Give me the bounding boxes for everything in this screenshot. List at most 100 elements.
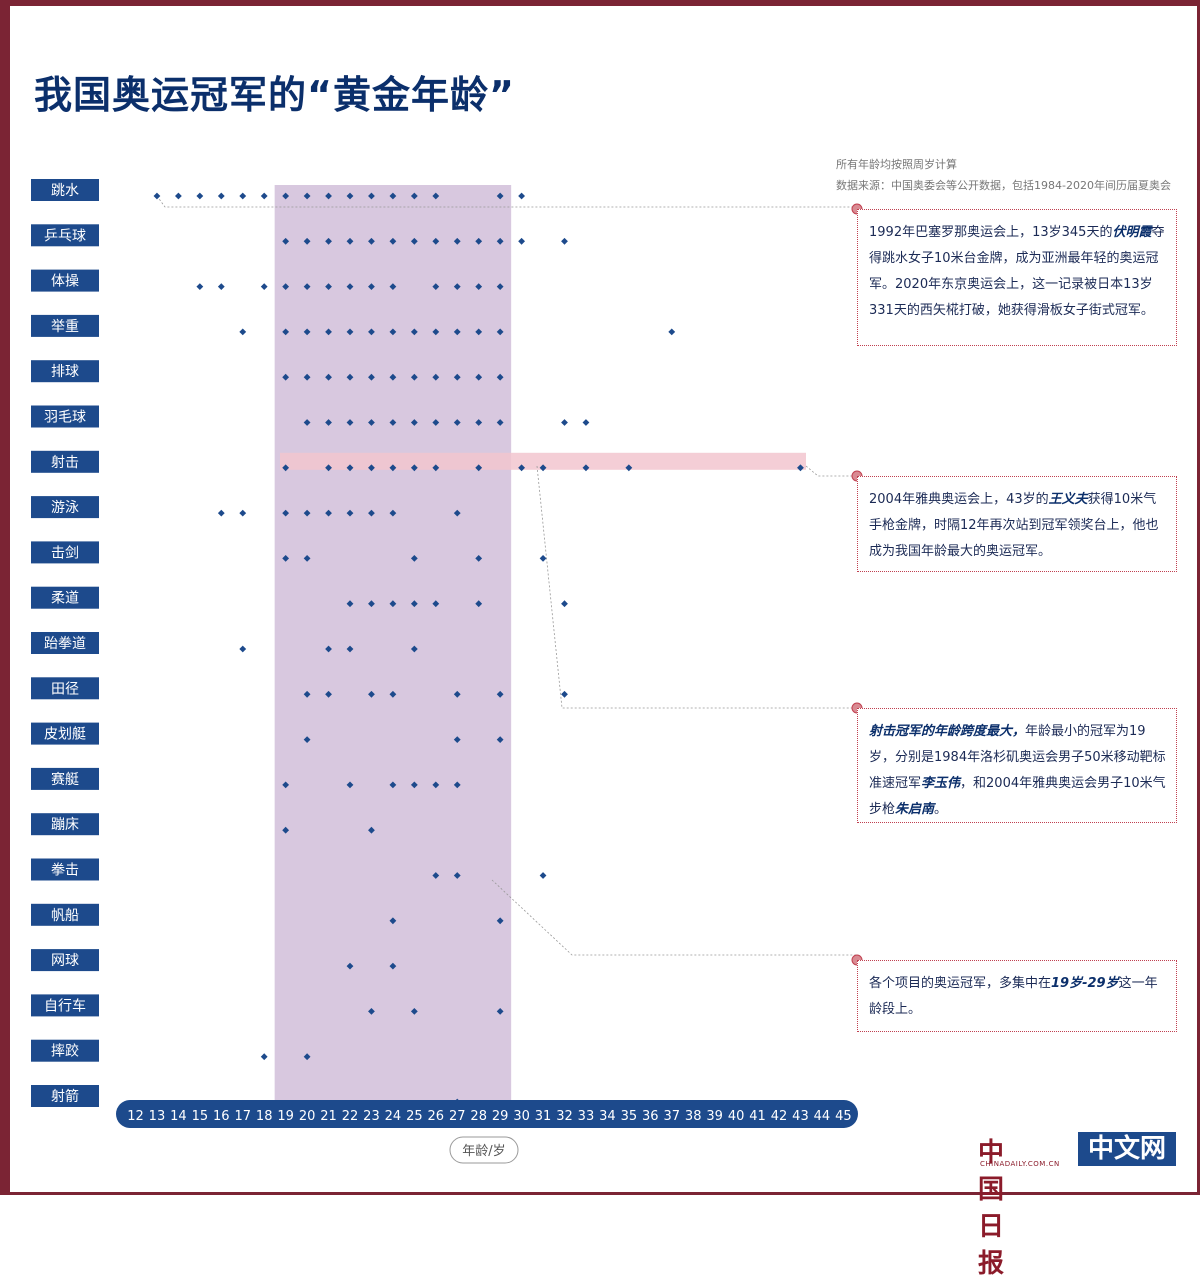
x-tick-label: 20 — [299, 1109, 316, 1124]
data-point — [389, 781, 397, 789]
data-point — [325, 645, 332, 653]
data-point — [303, 328, 311, 336]
data-point — [475, 373, 483, 381]
frame-bottom — [0, 1192, 1200, 1195]
data-point — [368, 373, 375, 381]
data-point — [453, 736, 461, 743]
category-label-bg — [31, 269, 99, 292]
category-label: 射击 — [51, 455, 79, 471]
x-tick-label: 14 — [170, 1109, 187, 1124]
category-label: 田径 — [51, 681, 79, 697]
x-tick-label: 15 — [192, 1109, 209, 1124]
category-label: 赛艇 — [51, 772, 79, 788]
data-point — [475, 600, 483, 608]
data-point — [453, 328, 461, 336]
x-tick-label: 29 — [492, 1109, 509, 1124]
annotation-golden-age-range: 各个项目的奥运冠军，多集中在19岁-29岁这一年龄段上。 — [857, 960, 1177, 1032]
golden-age-band — [274, 185, 512, 1100]
data-point — [518, 192, 525, 200]
data-point — [410, 464, 418, 472]
data-point — [561, 600, 568, 608]
data-point — [410, 555, 418, 562]
data-point — [389, 283, 397, 290]
data-point — [668, 328, 676, 336]
category-label-bg — [31, 496, 99, 519]
data-point — [303, 237, 311, 245]
data-point — [282, 555, 290, 562]
category-label: 排球 — [51, 364, 79, 380]
data-point — [368, 328, 375, 336]
data-point — [432, 373, 440, 381]
category-label-bg — [31, 767, 99, 790]
x-axis-label: 年龄/岁 — [462, 1144, 505, 1159]
data-point — [389, 690, 397, 698]
x-tick-label: 32 — [556, 1109, 573, 1124]
category-label: 游泳 — [51, 500, 79, 516]
data-point — [453, 781, 461, 789]
x-tick-label: 42 — [771, 1109, 788, 1124]
data-point — [432, 192, 440, 200]
category-label: 乒乓球 — [44, 228, 86, 244]
data-point — [432, 237, 440, 245]
data-point — [539, 555, 547, 562]
data-point — [475, 419, 483, 426]
data-point — [346, 419, 354, 426]
callout-line-golden-age — [491, 879, 857, 956]
data-point — [389, 509, 397, 517]
data-point — [282, 826, 290, 834]
data-point — [346, 509, 354, 517]
category-label-bg — [31, 405, 99, 428]
category-label-bg — [31, 586, 99, 609]
data-point — [475, 464, 483, 472]
x-tick-label: 34 — [599, 1109, 616, 1124]
data-point — [325, 328, 332, 336]
data-point — [303, 736, 311, 743]
category-label-bg — [31, 314, 99, 337]
category-label: 击剑 — [51, 545, 79, 561]
data-point — [561, 690, 568, 698]
category-label-bg — [31, 949, 99, 972]
x-tick-label: 19 — [277, 1109, 294, 1124]
data-point — [453, 419, 461, 426]
x-tick-label: 35 — [621, 1109, 638, 1124]
data-point — [496, 328, 504, 336]
data-point — [368, 464, 375, 472]
shooting-range-band — [280, 452, 806, 470]
data-point — [389, 600, 397, 608]
x-tick-label: 13 — [149, 1109, 166, 1124]
data-point — [410, 328, 418, 336]
data-point — [153, 192, 161, 200]
x-tick-label: 21 — [320, 1109, 337, 1124]
logo-subtext: CHINADAILY.COM.CN — [980, 1160, 1060, 1168]
category-label-bg — [31, 1085, 99, 1107]
data-point — [346, 192, 354, 200]
data-point — [496, 1008, 504, 1015]
data-point — [410, 645, 418, 653]
page-title: 我国奥运冠军的“黄金年龄” — [34, 73, 515, 117]
data-point — [325, 237, 332, 245]
x-tick-label: 24 — [385, 1109, 402, 1124]
data-point — [389, 419, 397, 426]
data-point — [389, 464, 397, 472]
category-label-bg — [31, 360, 99, 383]
annotation-youngest-champion: 1992年巴塞罗那奥运会上，13岁345天的伏明霞夺得跳水女子10米台金牌，成为… — [857, 209, 1177, 346]
data-point — [325, 690, 332, 698]
category-label-bg — [31, 858, 99, 881]
data-point — [346, 328, 354, 336]
data-point — [368, 237, 375, 245]
data-point — [432, 464, 440, 472]
data-point — [432, 872, 440, 879]
annotation-emphasis: 射击冠军的年龄跨度最大， — [869, 724, 1026, 739]
category-label: 羽毛球 — [44, 410, 86, 426]
data-point — [346, 781, 354, 789]
callout-line-oldest — [805, 465, 857, 477]
data-point — [496, 192, 504, 200]
data-point — [368, 283, 375, 290]
data-point — [282, 509, 290, 517]
data-point — [239, 328, 247, 336]
data-point — [282, 373, 290, 381]
data-point — [475, 283, 483, 290]
data-point — [432, 328, 440, 336]
x-tick-label: 44 — [814, 1109, 831, 1124]
annotation-text: 这一年龄段上。 — [869, 976, 1158, 1017]
